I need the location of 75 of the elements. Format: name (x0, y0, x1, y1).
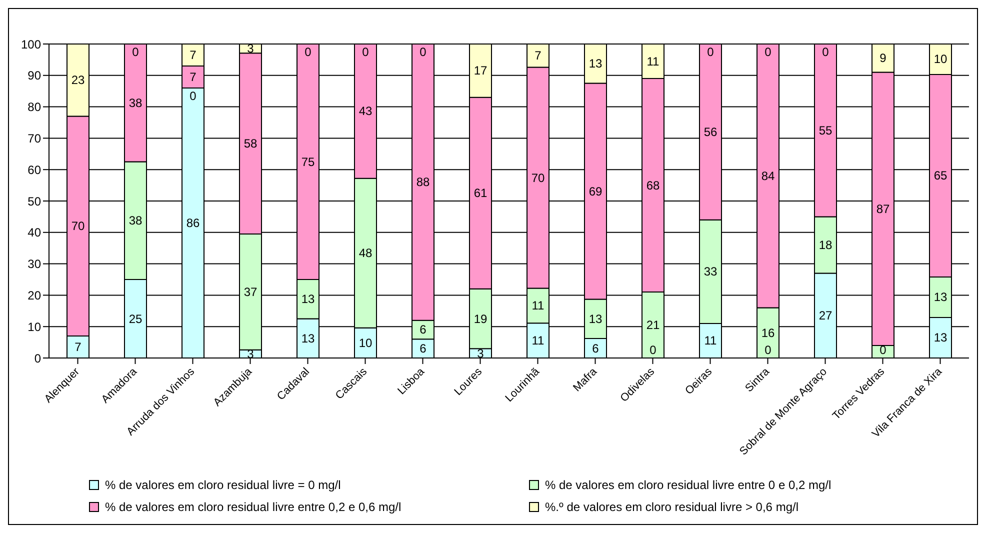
legend-label: % de valores em cloro residual livre = 0 mg/l (105, 478, 341, 492)
data-label: 84 (761, 168, 775, 183)
data-label: 11 (646, 54, 660, 68)
data-label: 0 (362, 44, 370, 59)
data-label: 0 (420, 44, 427, 59)
y-tick-label: 60 (28, 162, 42, 177)
data-label: 75 (301, 154, 315, 169)
data-label: 21 (646, 318, 660, 332)
data-label: 70 (71, 219, 85, 234)
data-label: 11 (704, 334, 718, 348)
data-label: 61 (474, 186, 488, 200)
y-tick-label: 40 (28, 226, 42, 240)
data-label: 13 (301, 292, 315, 306)
data-label: 0 (822, 44, 830, 59)
y-tick-label: 80 (28, 100, 42, 114)
data-label: 27 (818, 308, 832, 323)
y-tick-label: 0 (34, 351, 42, 366)
data-label: 7 (190, 70, 197, 84)
data-label: 0 (132, 44, 140, 59)
data-label: 37 (244, 284, 258, 299)
data-label: 48 (358, 246, 372, 260)
legend-label: % de valores em cloro residual livre entre 0 e 0,2 mg/l (545, 478, 832, 492)
data-label: 18 (818, 238, 832, 252)
data-label: 13 (588, 312, 602, 326)
data-label: 88 (416, 175, 430, 190)
y-tick-label: 10 (28, 320, 42, 334)
data-label: 11 (532, 298, 545, 313)
y-tick-label: 50 (28, 194, 42, 208)
data-label: 33 (704, 264, 718, 279)
data-label: 17 (474, 64, 488, 78)
data-label: 0 (764, 342, 772, 357)
data-label: 56 (704, 124, 718, 139)
data-label: 6 (592, 341, 600, 356)
data-label: 87 (876, 202, 890, 216)
data-label: 19 (474, 312, 488, 326)
data-label: 10 (358, 336, 372, 350)
y-tick-label: 90 (28, 68, 42, 83)
data-label: 0 (880, 342, 887, 357)
y-tick-label: 70 (28, 131, 42, 146)
data-label: 6 (420, 322, 427, 337)
data-label: 25 (128, 312, 142, 326)
data-label: 0 (707, 44, 714, 59)
data-label: 38 (128, 214, 142, 228)
data-label: 10 (934, 52, 948, 66)
y-tick-label: 20 (28, 288, 42, 302)
legend-label: %.º de valores em cloro residual livre > 0,6 mg/l (545, 500, 798, 514)
y-tick-label: 30 (28, 257, 42, 272)
data-label: 6 (420, 342, 427, 356)
data-label: 13 (588, 56, 602, 71)
y-tick-label: 100 (20, 37, 42, 52)
data-label: 11 (532, 334, 545, 348)
data-label: 7 (190, 48, 197, 62)
data-label: 16 (761, 326, 775, 340)
data-label: 55 (818, 123, 832, 138)
data-label: 0 (304, 44, 312, 59)
data-label: 13 (934, 330, 948, 345)
data-label: 23 (71, 73, 85, 88)
data-label: 13 (934, 290, 948, 304)
data-label: 7 (74, 340, 82, 354)
data-label: 13 (301, 331, 315, 346)
legend-label: % de valores em cloro residual livre entre 0,2 e 0,6 mg/l (105, 500, 402, 514)
data-label: 43 (358, 104, 372, 118)
data-label: 0 (190, 88, 197, 103)
data-label: 3 (477, 346, 484, 360)
data-label: 70 (531, 170, 545, 185)
data-label: 38 (128, 96, 142, 110)
data-label: 69 (588, 184, 602, 198)
data-label: 68 (646, 178, 660, 192)
data-label: 9 (880, 51, 887, 66)
data-label: 0 (650, 342, 657, 357)
data-label: 0 (764, 44, 772, 59)
data-label: 7 (534, 48, 542, 63)
data-label: 65 (934, 168, 948, 183)
data-label: 58 (244, 136, 258, 151)
data-label: 86 (186, 216, 200, 230)
